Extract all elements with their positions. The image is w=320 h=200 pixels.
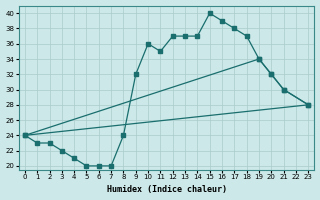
X-axis label: Humidex (Indice chaleur): Humidex (Indice chaleur)	[107, 185, 227, 194]
